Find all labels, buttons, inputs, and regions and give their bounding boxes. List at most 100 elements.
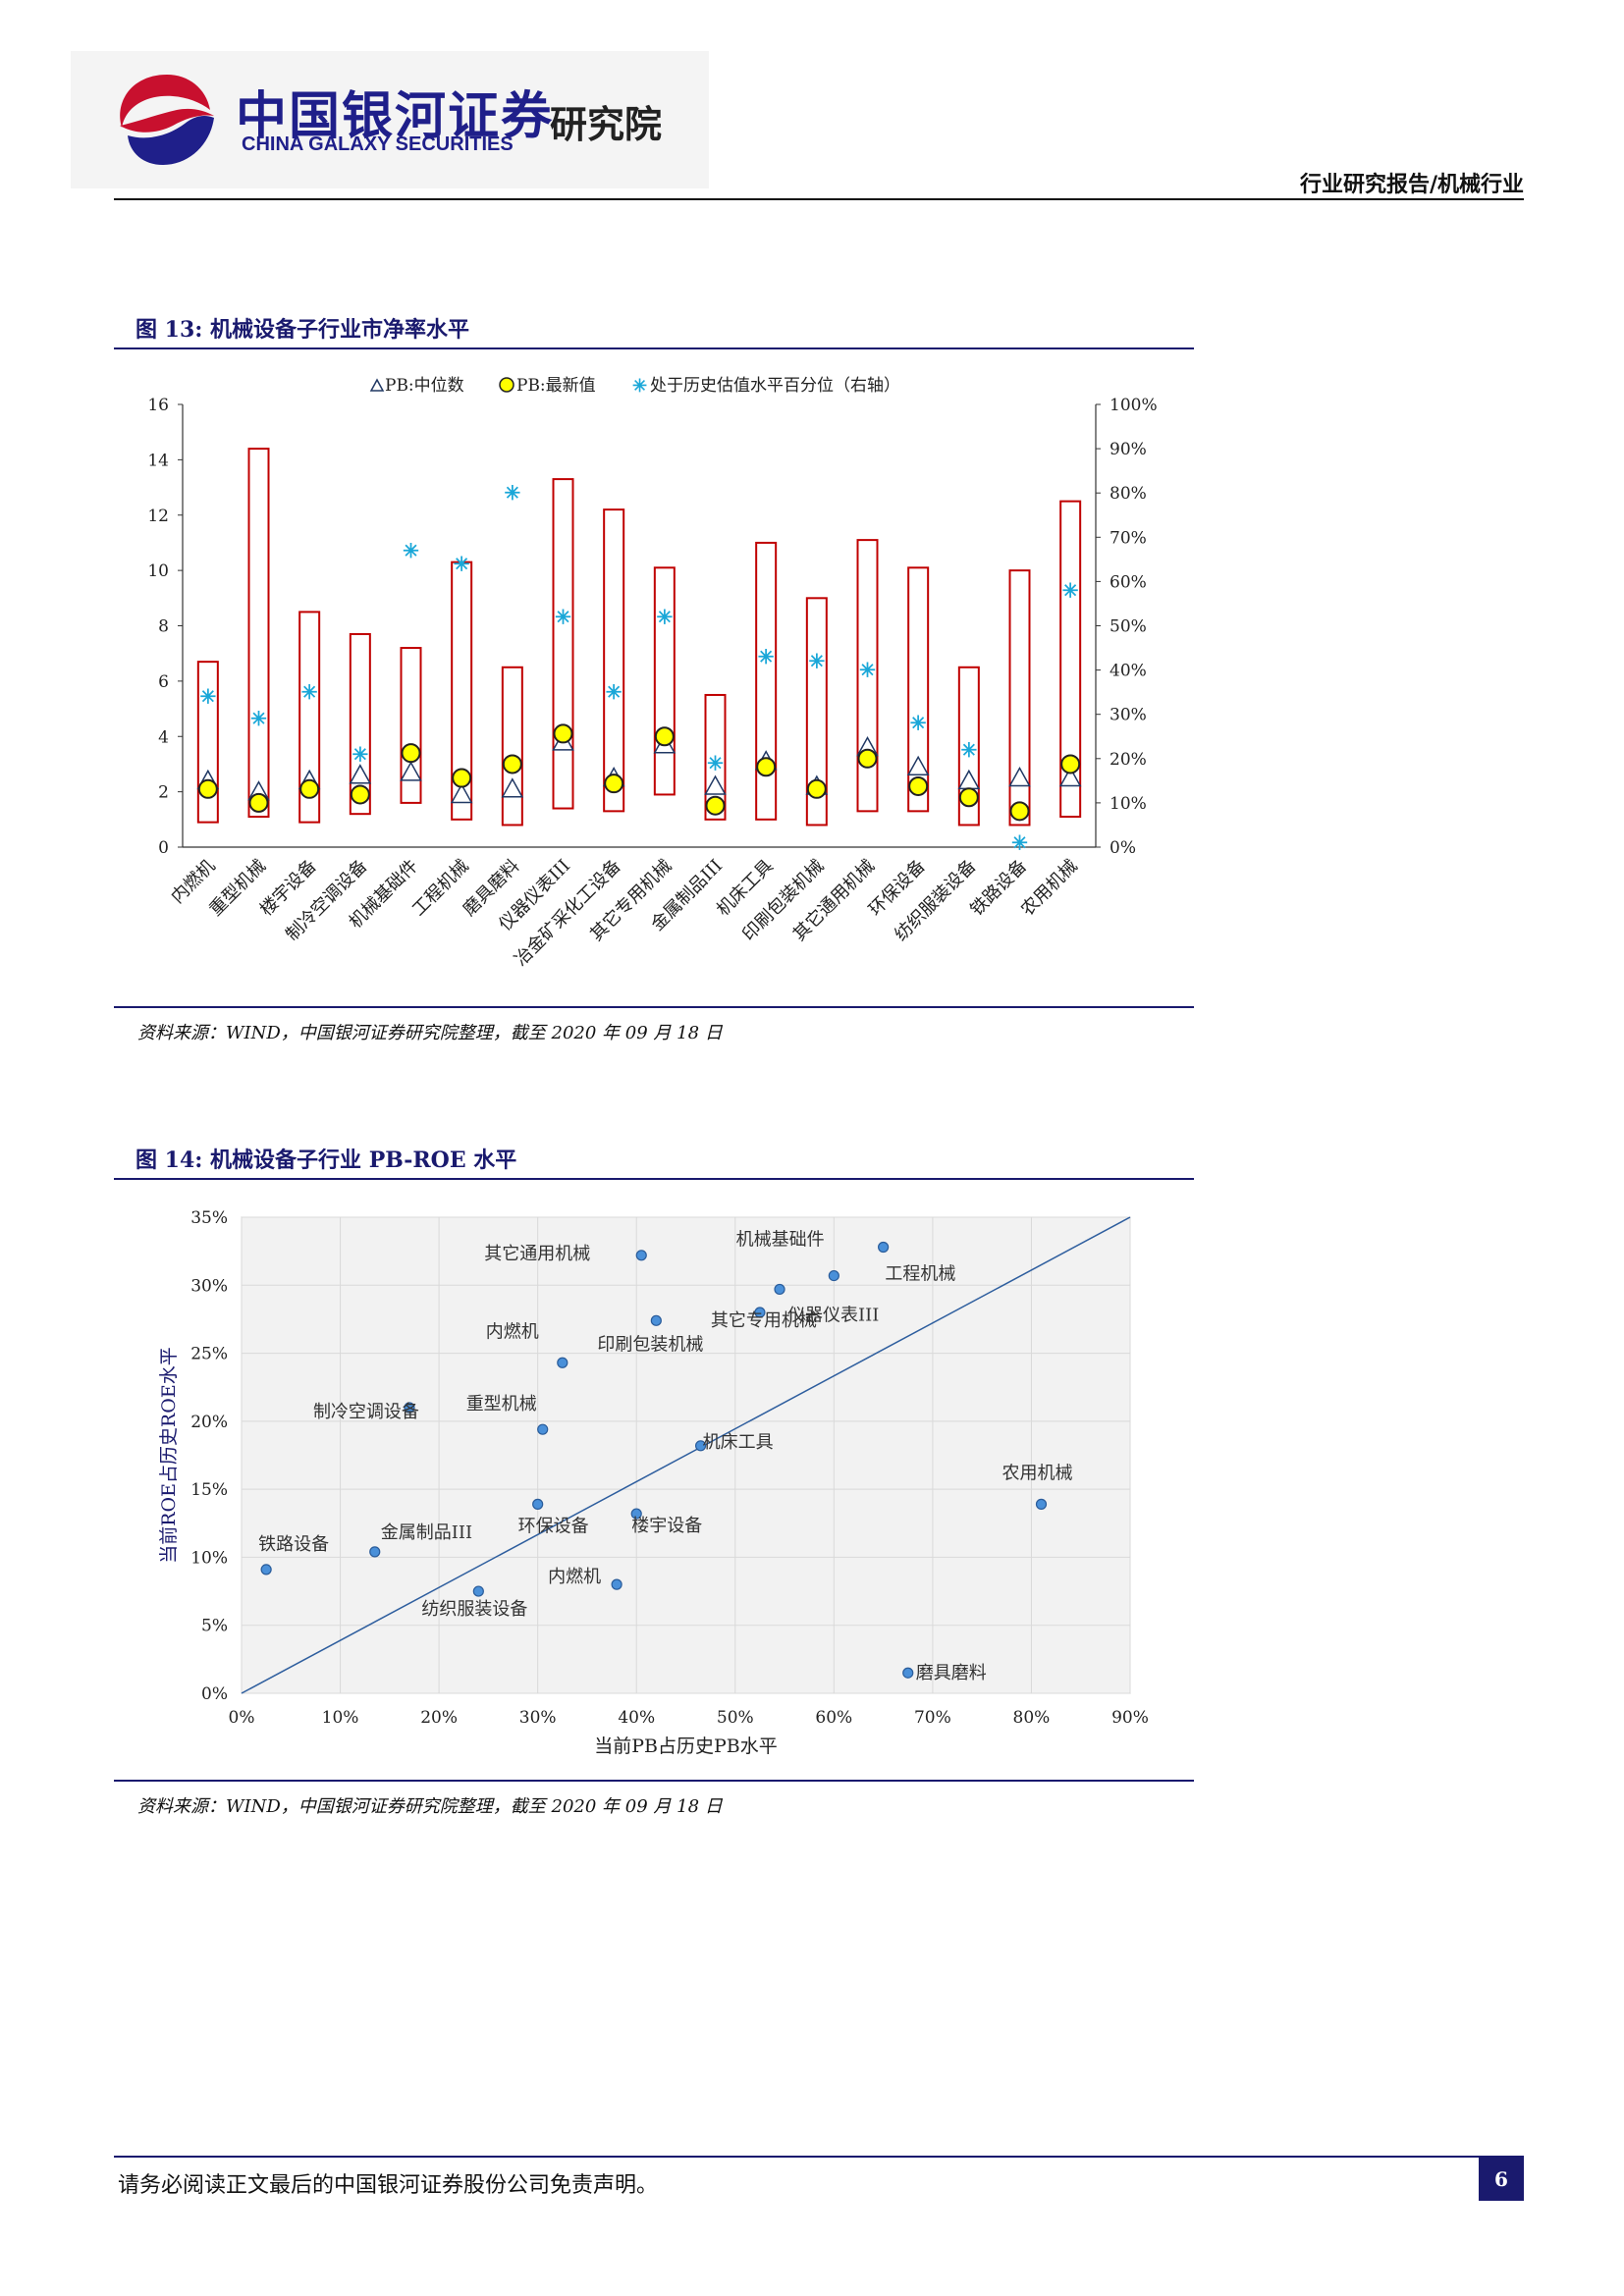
pb-range-box <box>805 597 828 827</box>
legend-percentile-label: 处于历史估值水平百分位（右轴） <box>650 376 900 396</box>
pb-latest-marker <box>705 795 726 816</box>
point-label: 磨具磨料 <box>916 1663 987 1683</box>
figure13-title: 图 13: 机械设备子行业市净率水平 <box>135 317 470 343</box>
scatter-point <box>630 1508 642 1520</box>
pb-latest-marker <box>1009 801 1030 822</box>
scatter-point <box>1035 1498 1048 1510</box>
percentile-marker: ✳ <box>1062 578 1079 602</box>
report-type: 行业研究报告/机械行业 <box>1299 172 1524 197</box>
y-tick-label: 0% <box>201 1684 228 1704</box>
pb-range-box <box>298 611 321 824</box>
figure13-bottom-rule <box>114 1006 1194 1008</box>
pb-latest-marker <box>806 778 827 799</box>
y-left-tick-label: 14 <box>147 451 169 470</box>
pb-latest-marker <box>350 784 370 805</box>
figure14-chart: 0% 10% 20% 30% 40% 50% 60% 70% 80% 90% 0% 5% 10% 15% 2… <box>158 1208 1149 1757</box>
pb-latest-marker <box>502 754 522 774</box>
y-tick-label: 35% <box>190 1208 228 1228</box>
pb-range-box <box>907 566 930 813</box>
pb-latest-marker <box>452 768 472 788</box>
pb-latest-marker <box>401 743 421 764</box>
y-right-tick-label: 30% <box>1110 706 1147 725</box>
pb-median-marker <box>957 769 981 790</box>
percentile-marker: ✳ <box>352 742 368 766</box>
percentile-marker: ✳ <box>960 738 977 762</box>
scatter-point <box>828 1269 839 1282</box>
y-right-tick-label: 10% <box>1110 794 1147 814</box>
pb-median-marker <box>704 774 727 795</box>
pb-range-box <box>196 661 219 824</box>
pb-latest-marker <box>248 792 269 813</box>
pb-range-box <box>451 561 473 821</box>
x-axis-title: 当前PB占历史PB水平 <box>594 1735 778 1757</box>
point-label: 纺织服装设备 <box>421 1599 527 1620</box>
scatter-point <box>537 1423 549 1435</box>
point-label: 环保设备 <box>518 1516 589 1536</box>
point-label: 铁路设备 <box>258 1534 329 1555</box>
y-tick-label: 5% <box>201 1617 228 1636</box>
percentile-marker: ✳ <box>504 481 520 505</box>
figure13-top-rule <box>114 347 1194 349</box>
scatter-point <box>635 1250 647 1261</box>
scatter-point <box>774 1283 785 1296</box>
scatter-point <box>260 1564 272 1575</box>
y-right-tick-label: 20% <box>1110 750 1147 770</box>
point-label: 其它通用机械 <box>484 1244 590 1264</box>
x-tick-label: 10% <box>322 1708 359 1728</box>
pb-latest-marker <box>908 775 929 796</box>
pb-latest-marker <box>756 757 777 777</box>
pb-range-box <box>400 647 422 804</box>
point-label: 仪器仪表III <box>787 1305 879 1325</box>
legend-median-label: PB:中位数 <box>385 376 464 396</box>
percentile-marker: ✳ <box>656 605 673 628</box>
y-left-tick-label: 4 <box>158 727 169 747</box>
pb-latest-marker <box>958 787 979 808</box>
pb-latest-marker <box>197 778 218 799</box>
point-label: 印刷包装机械 <box>597 1334 703 1355</box>
institute-label: 研究院 <box>550 103 663 146</box>
x-tick-label: 70% <box>914 1708 951 1728</box>
pb-range-box <box>349 632 371 816</box>
pb-range-box <box>247 448 270 818</box>
pb-range-box <box>704 693 727 821</box>
point-label: 重型机械 <box>466 1394 537 1415</box>
legend-median-icon <box>369 378 385 392</box>
percentile-marker: ✳ <box>555 605 571 628</box>
point-label: 工程机械 <box>885 1264 955 1285</box>
scatter-point <box>754 1307 766 1318</box>
y-left-tick-label: 10 <box>147 561 169 581</box>
footer-disclaimer: 请务必阅读正文最后的中国银河证券股份公司免责声明。 <box>118 2173 659 2198</box>
pb-range-box <box>755 541 778 821</box>
point-label: 制冷空调设备 <box>313 1402 419 1422</box>
figure14-bottom-rule <box>114 1780 1194 1782</box>
pb-median-marker <box>906 755 930 776</box>
pb-latest-marker <box>604 774 624 794</box>
company-name-cn: 中国银河证券 <box>236 87 555 146</box>
percentile-marker: ✳ <box>250 707 267 730</box>
pb-range-box <box>552 478 574 810</box>
percentile-marker: ✳ <box>301 680 318 704</box>
legend-latest-icon <box>499 377 514 393</box>
scatter-point <box>472 1585 484 1597</box>
point-label: 金属制品III <box>381 1522 472 1543</box>
reference-line <box>241 1216 1131 1694</box>
y-right-tick-label: 0% <box>1110 838 1136 858</box>
pb-range-box <box>1008 569 1031 827</box>
figure14-top-rule <box>114 1178 1194 1180</box>
pb-range-box <box>957 666 980 827</box>
percentile-marker: ✳ <box>606 680 623 704</box>
point-label: 其它专用机械 <box>711 1310 817 1331</box>
figure14-title: 图 14: 机械设备子行业 PB-ROE 水平 <box>135 1148 517 1173</box>
pb-median-marker <box>349 764 372 784</box>
y-right-tick-label: 50% <box>1110 617 1147 637</box>
y-right-tick-label: 90% <box>1110 440 1147 459</box>
x-tick-label: 50% <box>717 1708 754 1728</box>
y-right-tick-label: 40% <box>1110 662 1147 681</box>
scatter-point <box>611 1578 623 1590</box>
x-tick-label: 60% <box>815 1708 852 1728</box>
percentile-marker: ✳ <box>707 751 724 774</box>
y-left-tick-label: 12 <box>147 507 169 526</box>
x-tick-label: 20% <box>420 1708 458 1728</box>
scatter-point <box>650 1314 662 1326</box>
x-tick-label: 90% <box>1111 1708 1149 1728</box>
